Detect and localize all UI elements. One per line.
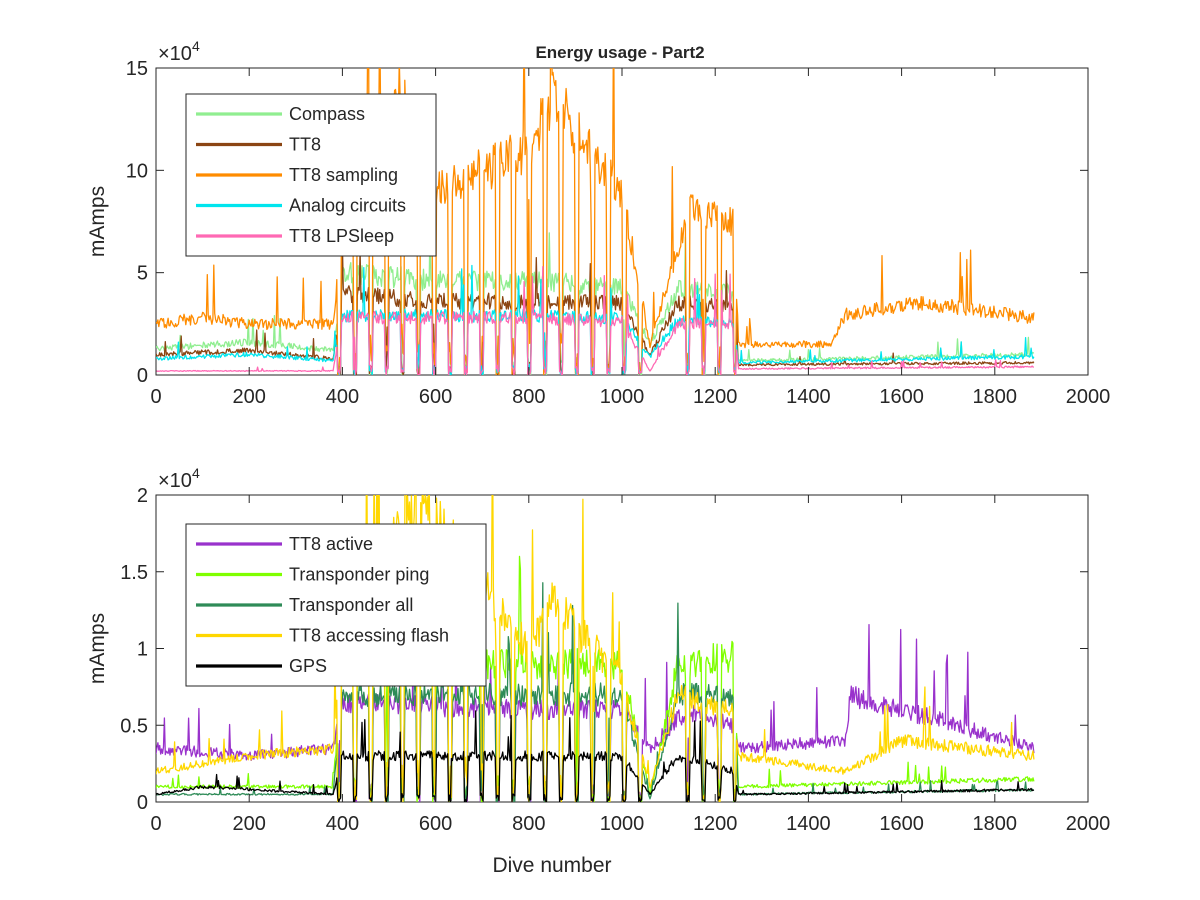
y-tick-label: 0 [137,792,148,814]
figure-title: Energy usage - Part2 [535,43,704,62]
top-subplot: 0 200 400 600 800 1000 1200 1400 1600 1800 2000 0 5 1… [86,38,1111,408]
y-tick-label: 15 [126,58,148,80]
bottom-subplot: 0 200 400 600 800 1000 1200 1400 1600 1800 2000 0 0.… [86,465,1111,877]
x-tick-label: 1600 [879,813,924,835]
x-axis-label: Dive number [492,854,611,877]
x-tick-label: 1400 [786,386,831,408]
x-tick-label: 400 [326,813,359,835]
series-lines [156,495,1035,802]
series-line-1-2 [156,243,1035,375]
x-tick-label: 1800 [973,386,1018,408]
y-tick-label: 1 [137,639,148,661]
y-tick-label: 1.5 [120,562,148,584]
y-exponent-power: 4 [192,38,200,54]
series-line-1-4 [156,264,1035,375]
legend: TT8 active Transponder ping Transponder al… [185,523,487,687]
y-tick-label: 5 [137,263,148,285]
y-tick-label: 0 [137,365,148,387]
series-line-2-5 [156,710,1035,802]
y-tick-label: 2 [137,485,148,507]
legend-label: Transponder ping [289,565,429,585]
x-tick-label: 1200 [693,813,738,835]
series-lines [156,68,1035,375]
y-tick-label: 10 [126,160,148,182]
x-tick-label: 1600 [879,386,924,408]
x-tick-label: 200 [233,386,266,408]
legend-label: Transponder all [289,595,413,615]
x-tick-label: 600 [419,813,452,835]
legend-label: TT8 active [289,534,373,554]
legend-label: Analog circuits [289,196,406,216]
y-tick-label: 0.5 [120,715,148,737]
x-tick-label: 400 [326,386,359,408]
x-tick-label: 800 [512,813,545,835]
legend-label: TT8 [289,135,321,155]
legend-label: TT8 LPSleep [289,226,394,246]
series-line-1-5 [156,266,1035,375]
x-tick-label: 200 [233,813,266,835]
series-line-1-3 [156,68,1035,375]
x-tick-label: 0 [150,386,161,408]
legend-label: TT8 sampling [289,165,398,185]
legend-label: TT8 accessing flash [289,626,449,646]
legend-label: GPS [289,656,327,676]
legend: Compass TT8 TT8 sampling Analog circuits TT8… [185,93,437,257]
x-tick-label: 2000 [1066,386,1111,408]
legend-label: Compass [289,104,365,124]
y-exponent-power: 4 [192,465,200,481]
x-tick-label: 2000 [1066,813,1111,835]
x-tick-label: 1000 [600,386,645,408]
x-tick-label: 1800 [973,813,1018,835]
x-tick-label: 600 [419,386,452,408]
series-line-2-4 [156,495,1035,802]
x-tick-label: 1400 [786,813,831,835]
y-axis-label: mAmps [86,186,109,257]
x-tick-label: 1200 [693,386,738,408]
x-tick-label: 1000 [600,813,645,835]
x-tick-label: 0 [150,813,161,835]
x-tick-label: 800 [512,386,545,408]
y-axis-label: mAmps [86,613,109,684]
